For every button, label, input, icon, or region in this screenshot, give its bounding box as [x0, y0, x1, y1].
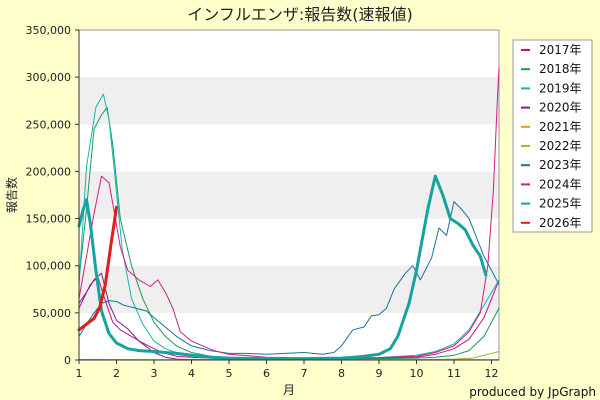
legend-item-label: 2021年 — [539, 120, 582, 134]
plot-band — [79, 30, 499, 78]
y-tick-label: 150,000 — [26, 213, 72, 226]
legend-box — [512, 39, 593, 233]
y-tick-label: 100,000 — [26, 260, 72, 273]
x-tick-label: 2 — [113, 367, 120, 380]
x-axis-ticks: 1 2 3 4 5 6 7 8 9 10 11 12 — [76, 360, 499, 380]
legend-item-label: 2025年 — [539, 197, 582, 211]
y-tick-label: 250,000 — [26, 118, 72, 131]
legend-item-label: 2023年 — [539, 158, 582, 172]
legend: 2017年 2018年 2019年 2020年 2021年 2022年 2023年 2024年… — [512, 39, 593, 233]
x-axis-label: 月 — [283, 383, 295, 397]
legend-item-label: 2018年 — [539, 62, 582, 76]
y-tick-label: 300,000 — [26, 71, 72, 84]
y-tick-label: 200,000 — [26, 165, 72, 178]
y-axis-ticks: 0 50,000 100,000 150,000 200,000 250,000 300,0… — [26, 24, 79, 367]
x-tick-label: 10 — [410, 367, 424, 380]
x-tick-label: 5 — [226, 367, 233, 380]
legend-item-label: 2026年 — [539, 216, 582, 230]
y-tick-label: 50,000 — [33, 307, 72, 320]
plot-band — [79, 218, 499, 266]
plot-bands — [79, 30, 499, 360]
plot-band — [79, 124, 499, 172]
plot-band — [79, 77, 499, 125]
series-line-10 — [77, 205, 118, 332]
legend-item-label: 2022年 — [539, 139, 582, 153]
plot-band — [79, 265, 499, 313]
y-tick-label: 0 — [64, 354, 71, 367]
series-line-9 — [77, 174, 488, 361]
x-tick-label: 12 — [485, 367, 499, 380]
y-tick-label: 350,000 — [26, 24, 72, 37]
x-tick-label: 1 — [76, 367, 83, 380]
legend-item-label: 2019年 — [539, 81, 582, 95]
series-line-2 — [78, 106, 500, 360]
series-lines — [77, 67, 500, 361]
x-tick-label: 4 — [188, 367, 195, 380]
legend-item-label: 2024年 — [539, 177, 582, 191]
x-tick-label: 11 — [447, 367, 461, 380]
x-tick-label: 7 — [301, 367, 308, 380]
y-axis-label: 報告数 — [4, 177, 19, 213]
chart-title: インフルエンザ:報告数(速報値) — [187, 5, 412, 24]
legend-item-label: 2020年 — [539, 101, 582, 115]
series-line-7 — [78, 201, 500, 355]
legend-item-label: 2017年 — [539, 43, 582, 57]
x-tick-label: 3 — [151, 367, 158, 380]
credit-text: produced by JpGraph — [469, 385, 596, 399]
x-tick-label: 8 — [338, 367, 345, 380]
x-tick-label: 9 — [376, 367, 383, 380]
x-tick-label: 6 — [263, 367, 270, 380]
